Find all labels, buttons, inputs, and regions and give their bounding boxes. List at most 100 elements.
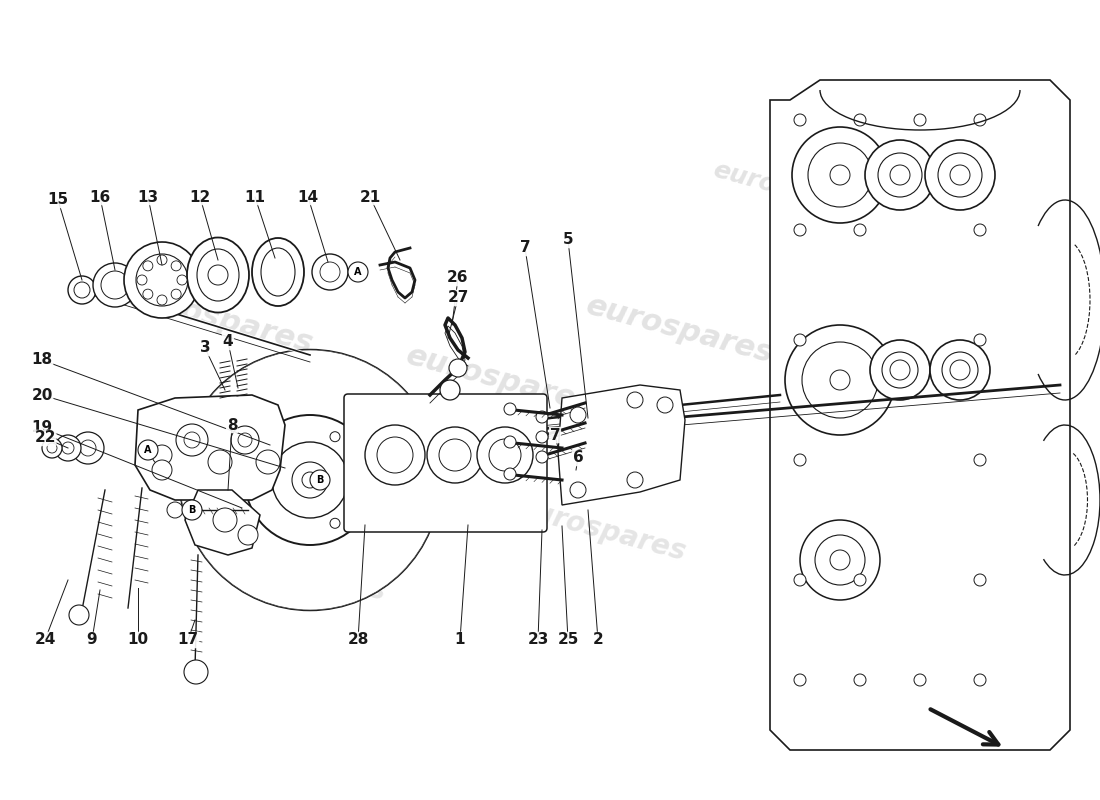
Circle shape [138, 275, 147, 285]
Circle shape [47, 443, 57, 453]
Circle shape [55, 435, 81, 461]
Text: 20: 20 [31, 387, 53, 402]
Text: 21: 21 [360, 190, 381, 205]
Text: 11: 11 [244, 190, 265, 205]
Circle shape [184, 432, 200, 448]
Circle shape [143, 289, 153, 299]
Circle shape [854, 224, 866, 236]
Circle shape [157, 295, 167, 305]
Circle shape [440, 380, 460, 400]
Circle shape [890, 165, 910, 185]
Circle shape [794, 224, 806, 236]
Text: eurospares: eurospares [404, 341, 597, 419]
Text: 13: 13 [138, 190, 158, 205]
Polygon shape [185, 490, 260, 555]
Circle shape [312, 254, 348, 290]
Circle shape [830, 370, 850, 390]
Text: B: B [317, 475, 323, 485]
Circle shape [657, 397, 673, 413]
Text: 8: 8 [227, 418, 238, 433]
Circle shape [80, 440, 96, 456]
Circle shape [94, 263, 138, 307]
Text: eurospares: eurospares [512, 494, 689, 566]
Circle shape [292, 462, 328, 498]
Circle shape [255, 475, 265, 485]
Text: A: A [354, 267, 362, 277]
Text: eurospares: eurospares [583, 291, 777, 369]
Circle shape [180, 350, 440, 610]
Circle shape [938, 153, 982, 197]
Circle shape [172, 289, 182, 299]
Circle shape [152, 445, 172, 465]
Circle shape [138, 440, 158, 460]
Circle shape [74, 282, 90, 298]
Circle shape [800, 520, 880, 600]
Circle shape [477, 427, 534, 483]
Circle shape [890, 360, 910, 380]
Circle shape [870, 340, 930, 400]
Circle shape [330, 518, 340, 528]
Ellipse shape [187, 238, 249, 313]
Circle shape [914, 674, 926, 686]
Circle shape [794, 674, 806, 686]
Circle shape [950, 360, 970, 380]
Text: 10: 10 [128, 633, 148, 647]
Circle shape [504, 468, 516, 480]
Circle shape [950, 165, 970, 185]
Circle shape [570, 407, 586, 423]
Circle shape [310, 470, 330, 490]
Circle shape [830, 165, 850, 185]
Circle shape [238, 525, 258, 545]
Circle shape [504, 436, 516, 448]
Text: A: A [144, 445, 152, 455]
Circle shape [974, 574, 986, 586]
Polygon shape [135, 395, 285, 500]
Circle shape [177, 275, 187, 285]
Circle shape [854, 114, 866, 126]
Ellipse shape [261, 248, 295, 296]
Circle shape [427, 427, 483, 483]
Circle shape [182, 500, 202, 520]
Circle shape [536, 431, 548, 443]
Circle shape [152, 460, 172, 480]
Circle shape [439, 439, 471, 471]
Text: 15: 15 [47, 193, 68, 207]
Circle shape [974, 114, 986, 126]
Circle shape [195, 365, 425, 595]
Text: 28: 28 [348, 633, 369, 647]
Text: 26: 26 [448, 270, 469, 286]
Circle shape [449, 359, 468, 377]
Ellipse shape [252, 238, 304, 306]
Circle shape [302, 472, 318, 488]
Circle shape [348, 262, 369, 282]
Circle shape [830, 550, 850, 570]
Circle shape [974, 334, 986, 346]
Circle shape [330, 432, 340, 442]
Circle shape [124, 242, 200, 318]
Circle shape [785, 325, 895, 435]
Circle shape [490, 439, 521, 471]
Circle shape [377, 437, 412, 473]
Circle shape [143, 261, 153, 271]
Ellipse shape [197, 249, 239, 301]
Circle shape [930, 340, 990, 400]
Circle shape [854, 574, 866, 586]
Circle shape [974, 224, 986, 236]
Circle shape [365, 425, 425, 485]
Text: 1: 1 [454, 633, 465, 647]
Text: 23: 23 [527, 633, 549, 647]
Text: 4: 4 [222, 334, 233, 350]
Text: 27: 27 [448, 290, 469, 306]
Circle shape [238, 433, 252, 447]
Circle shape [101, 271, 129, 299]
Circle shape [72, 432, 104, 464]
Circle shape [882, 352, 918, 388]
Circle shape [136, 254, 188, 306]
Circle shape [183, 353, 437, 607]
Circle shape [802, 342, 878, 418]
Text: 7: 7 [550, 427, 560, 442]
Circle shape [504, 403, 516, 415]
Text: 18: 18 [32, 353, 53, 367]
Circle shape [245, 415, 375, 545]
Circle shape [208, 265, 228, 285]
